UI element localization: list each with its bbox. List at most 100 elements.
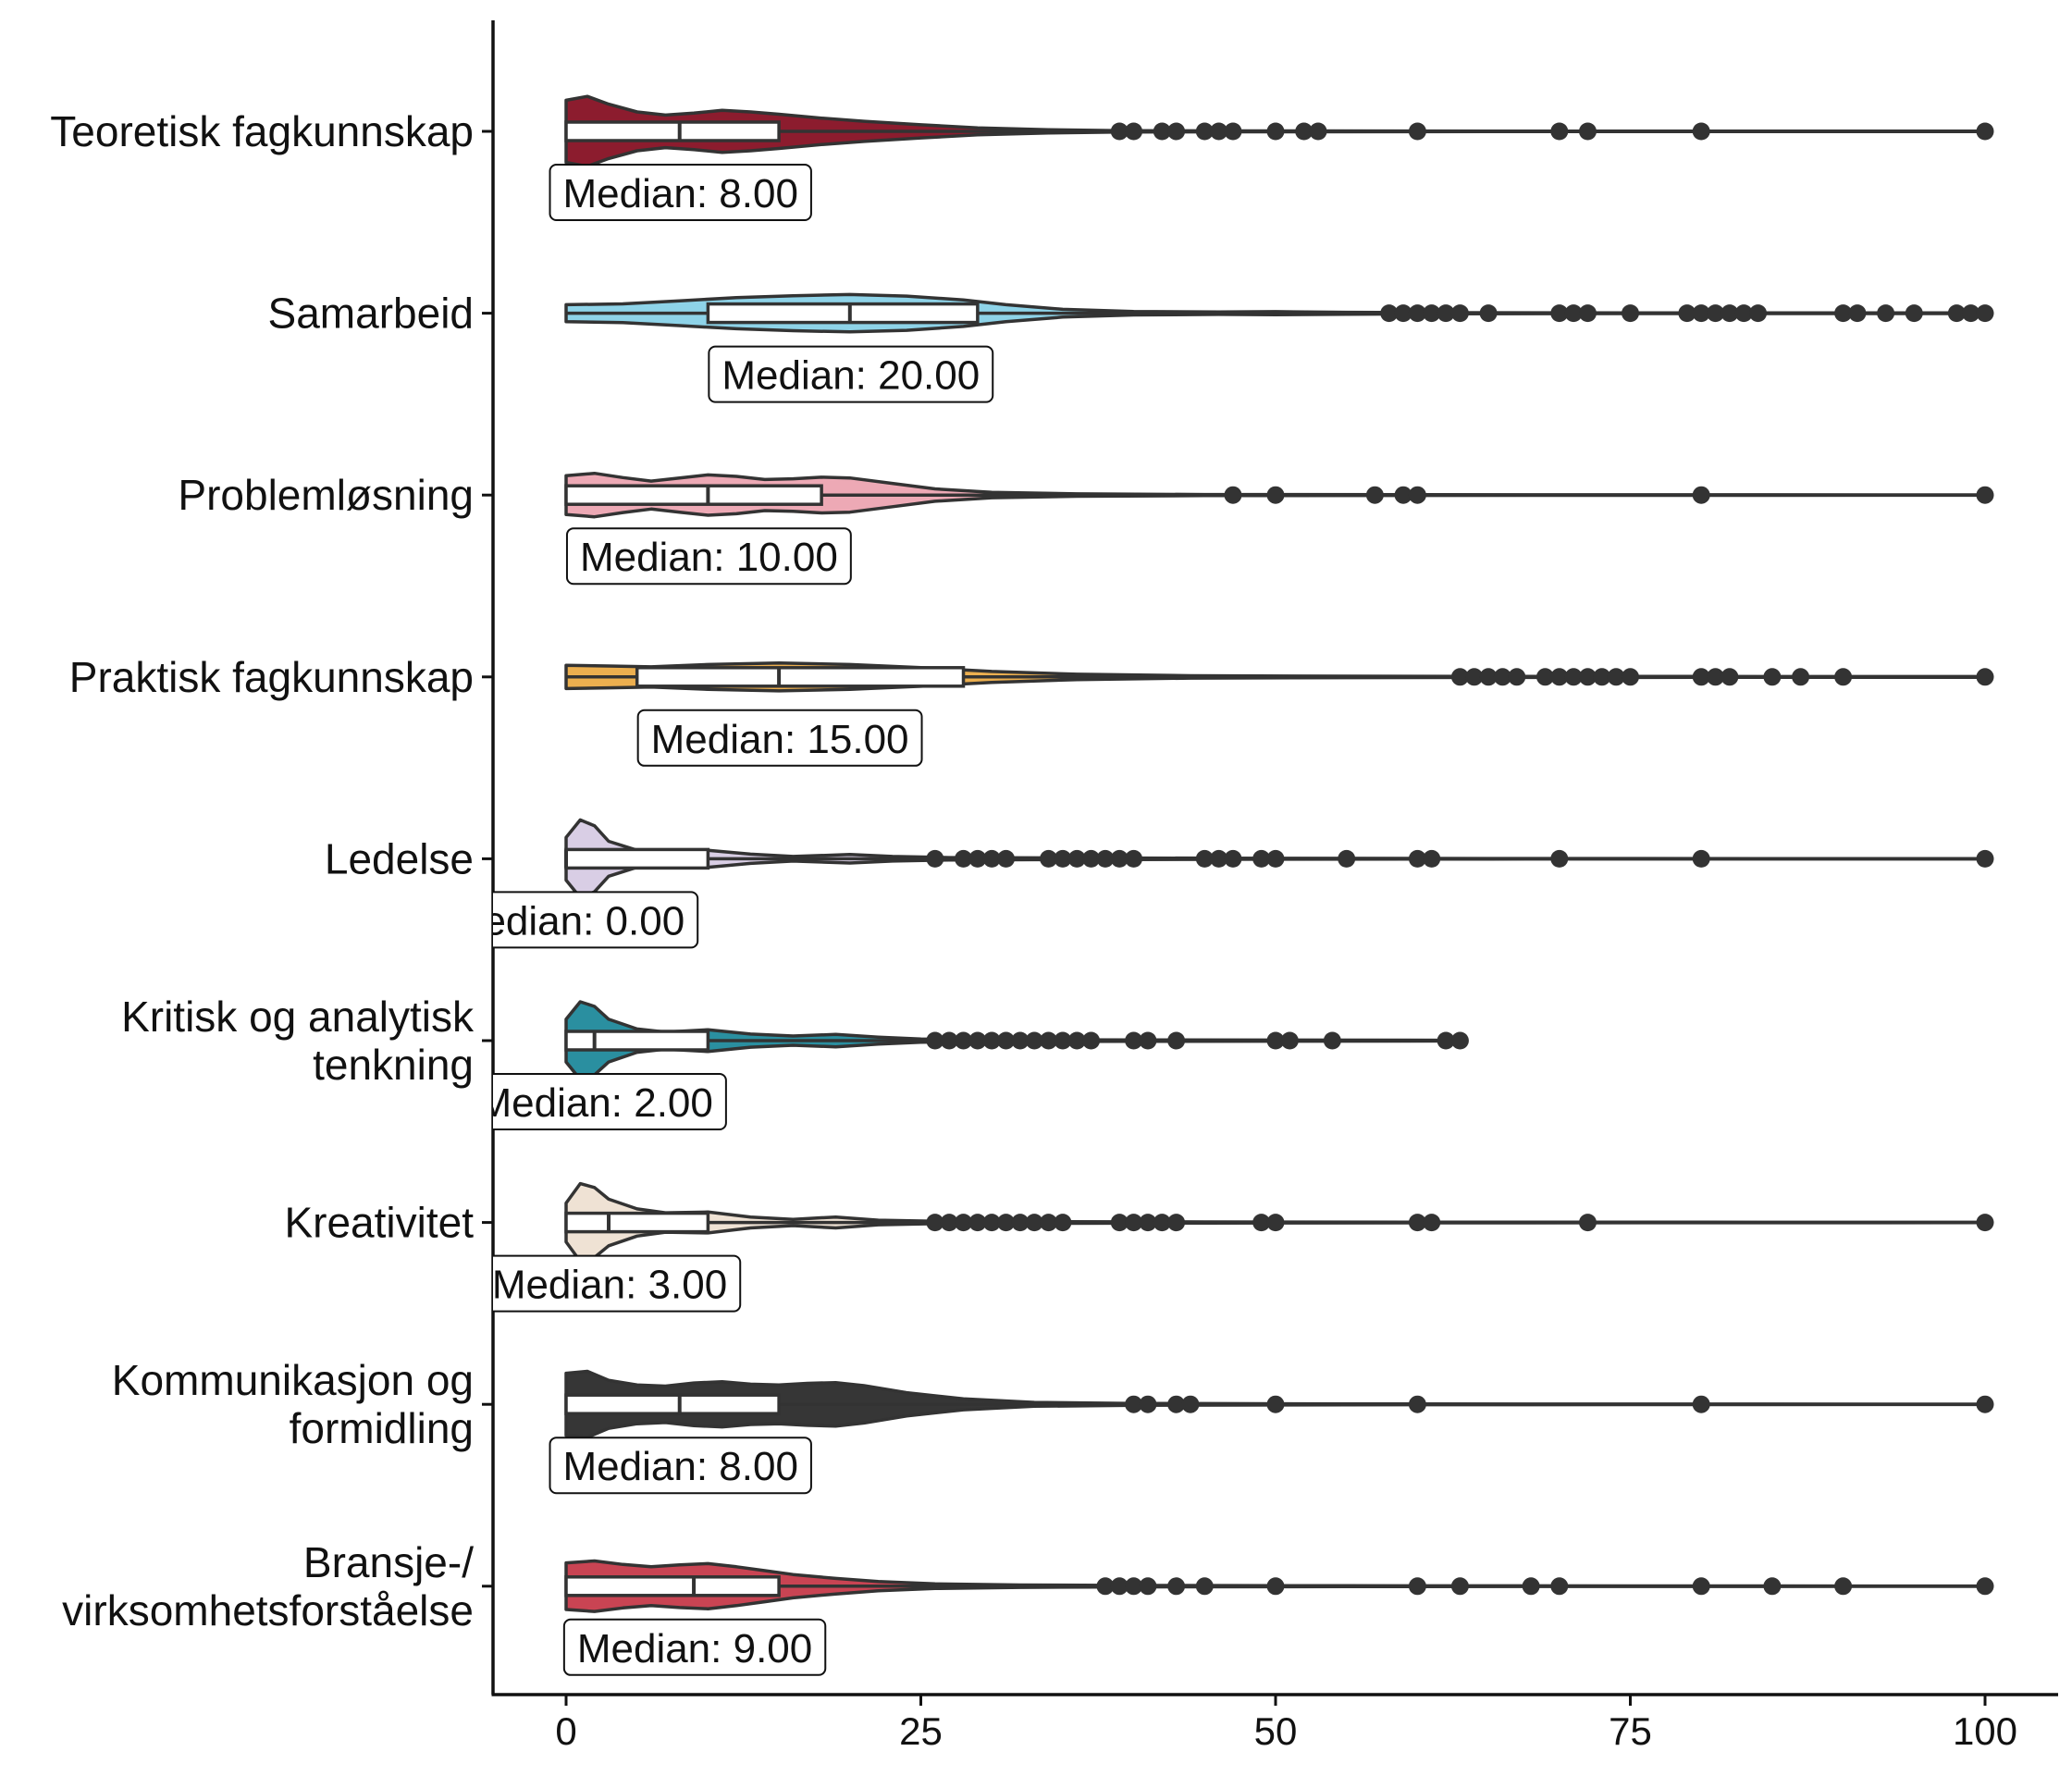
outlier-point bbox=[1564, 304, 1583, 323]
outlier-point bbox=[1834, 1577, 1853, 1596]
outlier-point bbox=[1578, 668, 1597, 686]
outlier-point bbox=[1578, 304, 1597, 323]
outlier-point bbox=[1338, 849, 1356, 868]
outlier-point bbox=[1976, 486, 1994, 504]
outlier-point bbox=[1692, 849, 1710, 868]
outlier-point bbox=[1550, 849, 1569, 868]
category-label: tenkning bbox=[313, 1041, 474, 1089]
category-label: Teoretisk fagkunnskap bbox=[50, 107, 474, 155]
median-label: Median: 2.00 bbox=[477, 1073, 727, 1130]
outlier-point bbox=[1976, 304, 1994, 323]
outlier-point bbox=[1040, 849, 1058, 868]
outlier-point bbox=[1976, 849, 1994, 868]
outlier-point bbox=[1479, 304, 1498, 323]
x-tick-label: 75 bbox=[1609, 1709, 1652, 1753]
outlier-point bbox=[1082, 1031, 1101, 1050]
iqr-box bbox=[564, 1393, 781, 1415]
violin-group bbox=[564, 1369, 1994, 1439]
outlier-point bbox=[1834, 304, 1853, 323]
iqr-box bbox=[564, 847, 710, 870]
outlier-point bbox=[926, 1031, 944, 1050]
median-label-text: Median: 10.00 bbox=[580, 535, 838, 580]
median-label-box bbox=[493, 891, 699, 949]
median-label-box bbox=[636, 709, 923, 767]
outlier-point bbox=[1692, 304, 1710, 323]
outlier-point bbox=[1153, 1214, 1171, 1232]
median-label-text: Median: 2.00 bbox=[477, 1080, 712, 1126]
outlier-point bbox=[1125, 849, 1143, 868]
iqr-box bbox=[635, 666, 966, 688]
median-label-box bbox=[565, 527, 852, 586]
outlier-point bbox=[1692, 668, 1710, 686]
outlier-point bbox=[1110, 1214, 1128, 1232]
iqr-box bbox=[706, 302, 980, 325]
outlier-point bbox=[1479, 668, 1498, 686]
outlier-point bbox=[1423, 1214, 1441, 1232]
outlier-point bbox=[1266, 122, 1285, 141]
outlier-point bbox=[1266, 1214, 1285, 1232]
median-label: Median: 8.00 bbox=[549, 1437, 812, 1495]
outlier-point bbox=[1678, 304, 1696, 323]
outlier-point bbox=[940, 1031, 958, 1050]
outlier-point bbox=[1025, 1214, 1043, 1232]
outlier-point bbox=[1763, 668, 1782, 686]
outlier-point bbox=[1692, 1577, 1710, 1596]
outlier-point bbox=[1622, 668, 1639, 686]
outlier-point bbox=[1110, 122, 1128, 141]
outlier-point bbox=[955, 849, 973, 868]
outlier-point bbox=[1125, 122, 1143, 141]
outlier-point bbox=[1550, 122, 1569, 141]
outlier-point bbox=[1266, 1031, 1285, 1050]
outlier-point bbox=[1408, 486, 1426, 504]
median-label-text: Median: 3.00 bbox=[492, 1263, 727, 1308]
outlier-point bbox=[1110, 1577, 1128, 1596]
outlier-point bbox=[1692, 122, 1710, 141]
outlier-point bbox=[1976, 1395, 1994, 1413]
outlier-point bbox=[1749, 304, 1768, 323]
outlier-point bbox=[1720, 304, 1739, 323]
median-label-box bbox=[549, 1437, 812, 1495]
outlier-point bbox=[1947, 304, 1966, 323]
outlier-point bbox=[1394, 486, 1412, 504]
outlier-point bbox=[1224, 486, 1242, 504]
outlier-point bbox=[1224, 122, 1242, 141]
median-label-box bbox=[549, 164, 812, 221]
outlier-point bbox=[1834, 668, 1853, 686]
category-label: Samarbeid bbox=[268, 290, 474, 338]
median-label-box bbox=[708, 345, 994, 403]
category-label: Bransje-/ bbox=[303, 1538, 474, 1586]
outlier-point bbox=[982, 849, 1001, 868]
category-label: Kritisk og analytisk bbox=[121, 993, 475, 1041]
outlier-point bbox=[1692, 486, 1710, 504]
outlier-point bbox=[1437, 1031, 1455, 1050]
x-tick-label: 0 bbox=[555, 1709, 576, 1753]
iqr-box bbox=[564, 120, 781, 142]
outlier-point bbox=[926, 849, 944, 868]
outlier-point bbox=[1763, 1577, 1782, 1596]
outlier-point bbox=[1976, 122, 1994, 141]
outlier-point bbox=[1011, 1031, 1030, 1050]
outlier-point bbox=[968, 1214, 987, 1232]
outlier-point bbox=[1323, 1031, 1341, 1050]
category-label: Praktisk fagkunnskap bbox=[69, 653, 474, 701]
median-label: Median: 8.00 bbox=[549, 164, 812, 221]
outlier-point bbox=[1252, 1214, 1271, 1232]
outlier-point bbox=[1622, 304, 1639, 323]
outlier-point bbox=[1067, 1031, 1086, 1050]
outlier-point bbox=[1054, 1214, 1072, 1232]
outlier-point bbox=[1210, 849, 1228, 868]
outlier-point bbox=[1280, 1031, 1299, 1050]
outlier-point bbox=[1153, 122, 1171, 141]
outlier-point bbox=[1167, 1395, 1186, 1413]
outlier-point bbox=[1054, 1031, 1072, 1050]
median-label: Median: 15.00 bbox=[636, 709, 923, 767]
outlier-point bbox=[997, 1214, 1016, 1232]
outlier-point bbox=[1167, 1031, 1186, 1050]
outlier-point bbox=[1450, 668, 1469, 686]
outlier-point bbox=[1181, 1395, 1200, 1413]
median-label: Median: 10.00 bbox=[565, 527, 852, 586]
outlier-point bbox=[1266, 486, 1285, 504]
outlier-point bbox=[1508, 668, 1526, 686]
median-label-box bbox=[562, 1618, 827, 1676]
outlier-point bbox=[1125, 1214, 1143, 1232]
